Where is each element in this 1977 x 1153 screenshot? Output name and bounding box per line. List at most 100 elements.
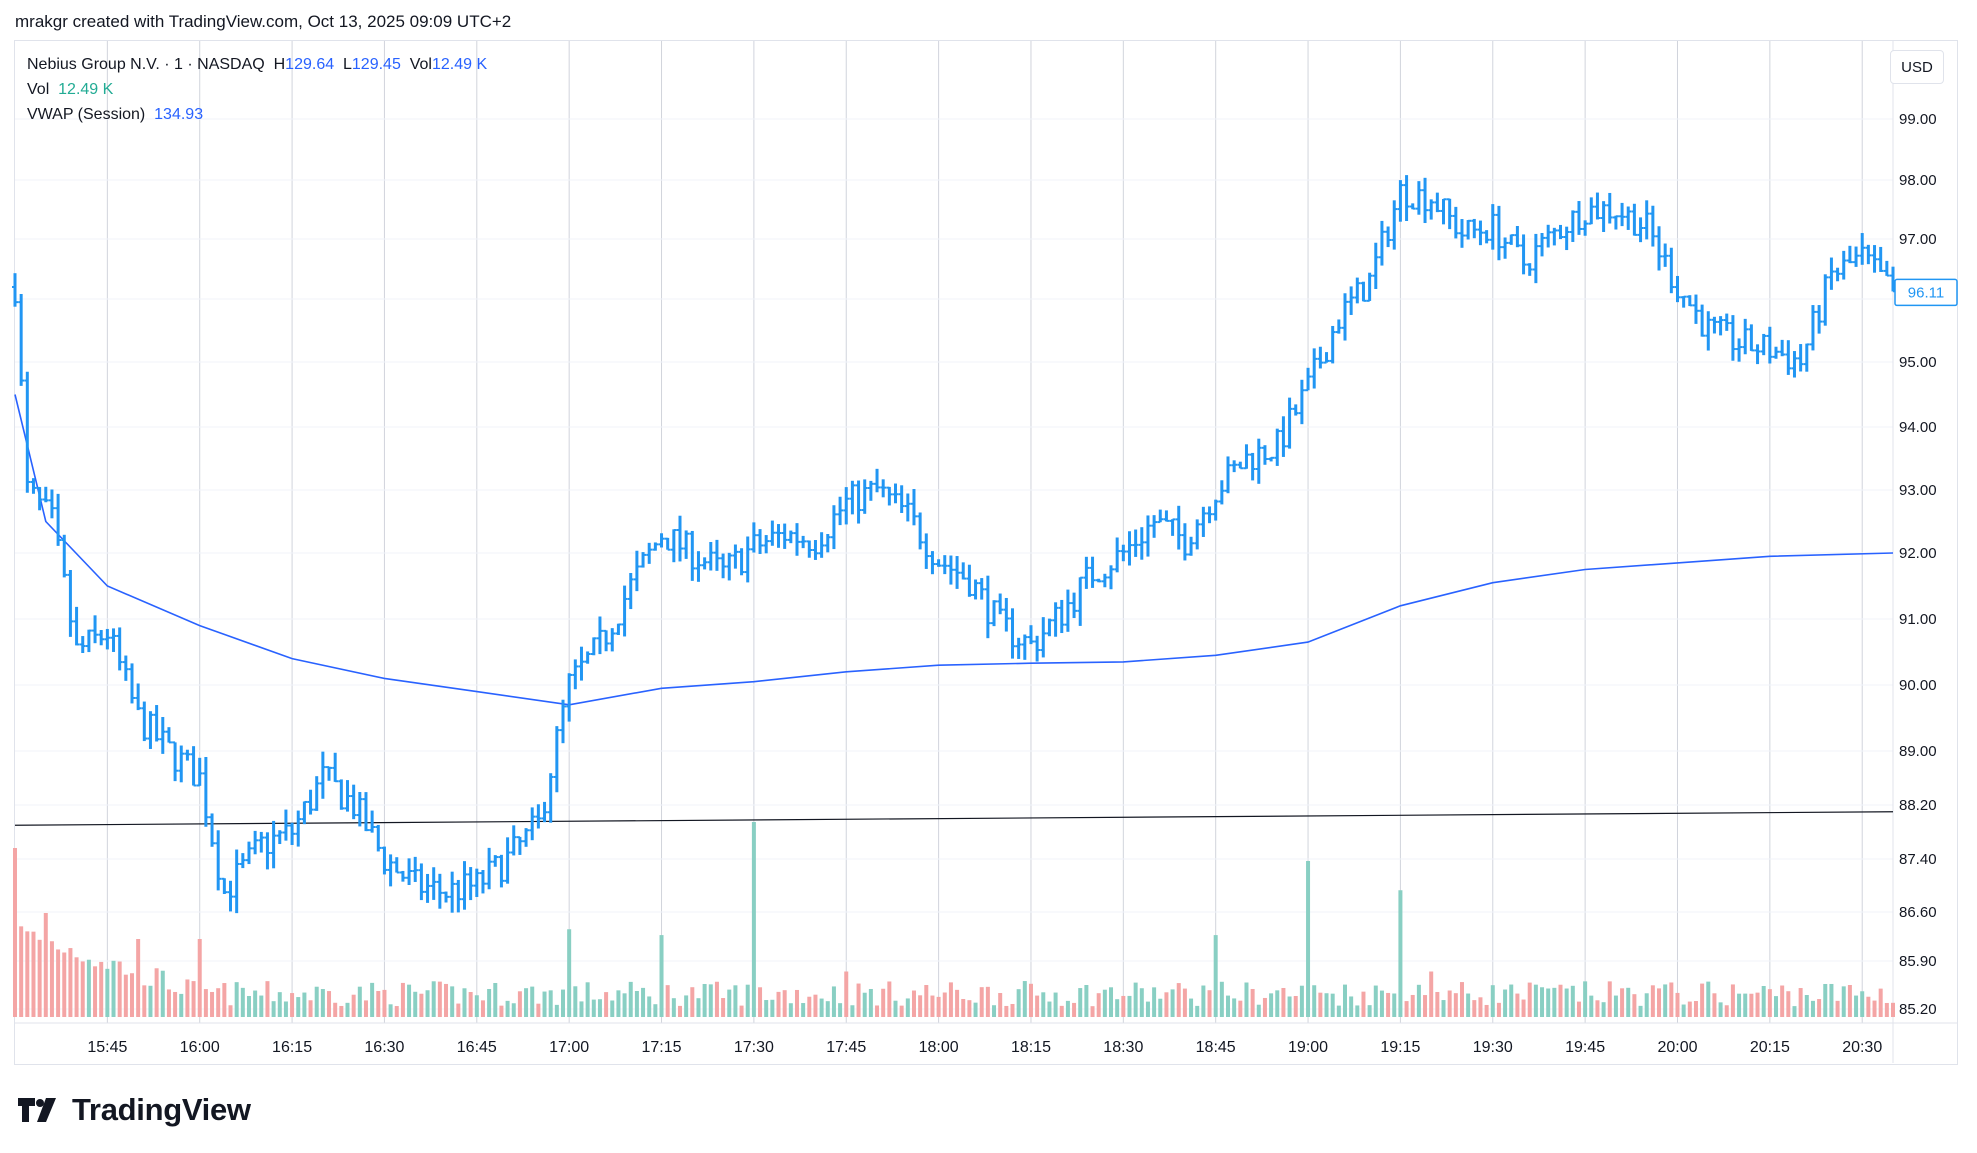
volume-bar [511, 1003, 516, 1017]
ohlc-bar [153, 705, 160, 742]
ohlc-bar [541, 801, 548, 823]
ohlc-bar [676, 515, 683, 562]
currency-button[interactable]: USD [1890, 50, 1944, 84]
volume-bar [62, 952, 67, 1017]
ohlc-bar [954, 556, 961, 589]
ohlc-bar [467, 867, 474, 901]
volume-bar [1164, 992, 1169, 1017]
tradingview-logo[interactable]: TradingView [18, 1092, 251, 1128]
volume-bar [745, 984, 750, 1017]
ohlc-bar [1575, 201, 1582, 235]
volume-bar [930, 995, 935, 1017]
ohlc-bar [73, 606, 80, 646]
volume-bar [1423, 995, 1428, 1017]
ohlc-bar [1003, 597, 1010, 632]
ohlc-bar [1699, 304, 1706, 337]
price-tick-label: 86.60 [1899, 904, 1937, 921]
ohlc-bar [122, 655, 129, 681]
legend-vwap-row[interactable]: VWAP (Session) 134.93 [27, 102, 487, 127]
ohlc-bar [1151, 515, 1158, 538]
time-tick-label: 18:30 [1103, 1039, 1143, 1056]
volume-bar [425, 990, 430, 1017]
volume-bar [302, 992, 307, 1017]
ohlc-bar [1428, 199, 1435, 220]
volume-bar [129, 973, 134, 1017]
volume-bar [1466, 993, 1471, 1017]
legend-high-label: H [273, 56, 286, 73]
ohlc-bar [1563, 226, 1570, 251]
ohlc-bar [769, 520, 776, 546]
ohlc-bar [393, 857, 400, 874]
ohlc-bar [707, 542, 714, 571]
ohlc-bar [1040, 617, 1047, 658]
volume-bar [579, 1001, 584, 1017]
volume-bar [1601, 1002, 1606, 1017]
ohlc-bar [104, 628, 111, 650]
volume-bar [1854, 995, 1859, 1017]
volume-bar [1687, 1001, 1692, 1017]
ohlc-bar [184, 749, 191, 761]
volume-bar [942, 992, 947, 1017]
volume-bar [918, 995, 923, 1017]
volume-bar [1700, 983, 1705, 1017]
volume-bar [1607, 981, 1612, 1017]
legend-vol-row[interactable]: Vol 12.49 K [27, 77, 487, 102]
volume-bar [1361, 991, 1366, 1017]
price-tick-label: 90.00 [1899, 677, 1937, 694]
volume-bar [1404, 1001, 1409, 1017]
horizontal-level-line [14, 811, 1894, 826]
volume-bar [1053, 992, 1058, 1017]
volume-bar [154, 968, 159, 1017]
ohlc-bar [301, 800, 308, 825]
ohlc-bar [880, 479, 887, 498]
volume-bar [554, 1004, 559, 1017]
ohlc-bar [1058, 599, 1065, 634]
ohlc-bar [1354, 277, 1361, 304]
ohlc-bar [1157, 509, 1164, 524]
ohlc-bar [806, 540, 813, 558]
ohlc-bar [750, 522, 757, 553]
ohlc-bar [1341, 293, 1348, 341]
ohlc-bar [215, 830, 222, 891]
ohlc-bar [1539, 233, 1546, 257]
time-tick-label: 15:45 [87, 1039, 127, 1056]
ohlc-bar [449, 871, 456, 913]
volume-bar [1096, 993, 1101, 1017]
ohlc-bar [1311, 348, 1318, 389]
volume-bar [702, 983, 707, 1017]
volume-bar [259, 995, 264, 1017]
chart-legend: Nebius Group N.V. · 1 · NASDAQ H129.64 L… [27, 52, 487, 127]
volume-bar [56, 949, 61, 1017]
ohlc-bar [1274, 428, 1281, 466]
ohlc-bar [1071, 592, 1078, 619]
volume-bar [1028, 983, 1033, 1017]
ohlc-bar [1052, 602, 1059, 637]
volume-bar [444, 983, 449, 1017]
volume-bar [1139, 988, 1144, 1017]
ohlc-bar [861, 479, 868, 514]
ohlc-bar [18, 294, 25, 386]
ohlc-bar [1600, 201, 1607, 232]
ohlc-bar [1471, 218, 1478, 239]
tradingview-brand-name: TradingView [72, 1092, 251, 1127]
volume-bar [19, 926, 24, 1017]
ohlc-bar [1779, 339, 1786, 357]
volume-bar [517, 991, 522, 1017]
ohlc-bar [128, 663, 135, 704]
ohlc-bar [1803, 343, 1810, 372]
ohlc-bar [1822, 274, 1829, 326]
ohlc-bar [1268, 456, 1275, 462]
volume-bar [1472, 1000, 1477, 1017]
volume-bar [1207, 990, 1212, 1017]
legend-symbol[interactable]: Nebius Group N.V. · 1 · NASDAQ [27, 56, 265, 73]
volume-bar [1552, 987, 1557, 1017]
ohlc-bar [818, 532, 825, 558]
ohlc-bar [1569, 210, 1576, 242]
volume-bar [1133, 982, 1138, 1017]
price-tick-label: 97.00 [1899, 231, 1937, 248]
ohlc-bar [424, 873, 431, 903]
volume-bar [1416, 984, 1421, 1017]
ohlc-bar [412, 856, 419, 882]
volume-bar [1657, 988, 1662, 1017]
